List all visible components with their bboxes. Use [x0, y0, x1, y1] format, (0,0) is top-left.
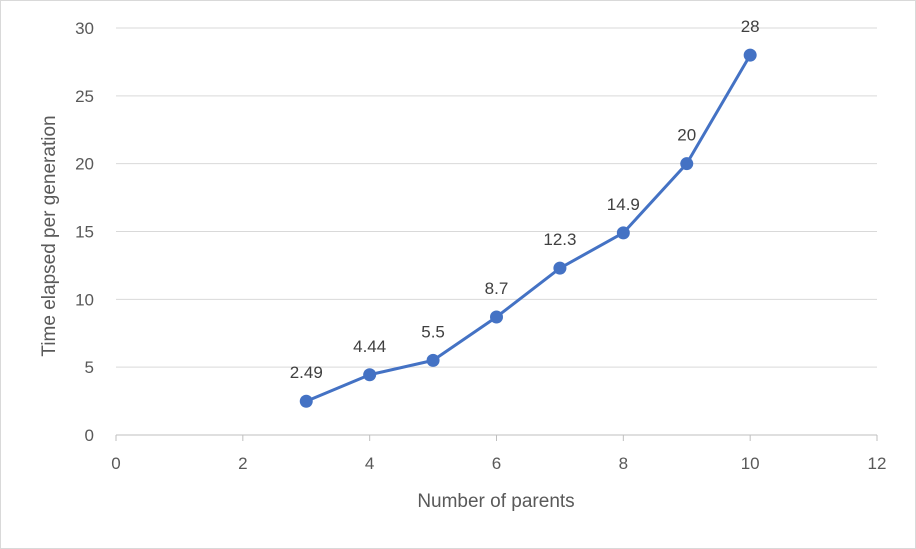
data-label: 12.3	[543, 230, 576, 249]
y-tick-label: 30	[75, 19, 94, 38]
y-tick-label: 10	[75, 290, 94, 309]
data-label: 8.7	[485, 279, 509, 298]
data-point	[299, 394, 313, 408]
data-label: 4.44	[353, 337, 386, 356]
data-point	[553, 261, 567, 275]
y-axis-title: Time elapsed per generation	[39, 115, 60, 356]
data-point	[616, 226, 630, 240]
data-point	[490, 310, 503, 324]
series-line	[304, 53, 752, 403]
axes: 0 5 10 15 20 25 30 0 2 4 6 8 10 12	[75, 19, 886, 473]
data-label: 20	[677, 126, 696, 145]
data-point	[680, 157, 694, 171]
x-tick-label: 0	[111, 454, 120, 473]
x-tick-label: 4	[365, 454, 374, 473]
data-labels: 2.49 4.44 5.5 8.7 12.3 14.9 20 28	[290, 17, 760, 382]
data-label: 14.9	[607, 195, 640, 214]
y-tick-label: 25	[75, 87, 94, 106]
x-axis-title: Number of parents	[417, 491, 574, 512]
y-tick-label: 20	[75, 155, 94, 174]
series-layer	[299, 48, 757, 408]
x-tick-label: 2	[238, 454, 247, 473]
x-tick-label: 8	[619, 454, 628, 473]
y-tick-label: 5	[85, 358, 94, 377]
y-tick-label: 15	[75, 223, 94, 242]
data-point	[743, 48, 757, 62]
data-label: 28	[741, 17, 760, 36]
gridlines	[116, 27, 877, 368]
data-point	[426, 353, 440, 367]
x-tick-label: 10	[741, 454, 760, 473]
y-tick-label: 0	[85, 426, 94, 445]
x-tick-label: 12	[868, 454, 887, 473]
data-label: 2.49	[290, 363, 323, 382]
data-point	[363, 368, 377, 382]
data-label: 5.5	[421, 322, 445, 341]
x-tick-label: 6	[492, 454, 501, 473]
